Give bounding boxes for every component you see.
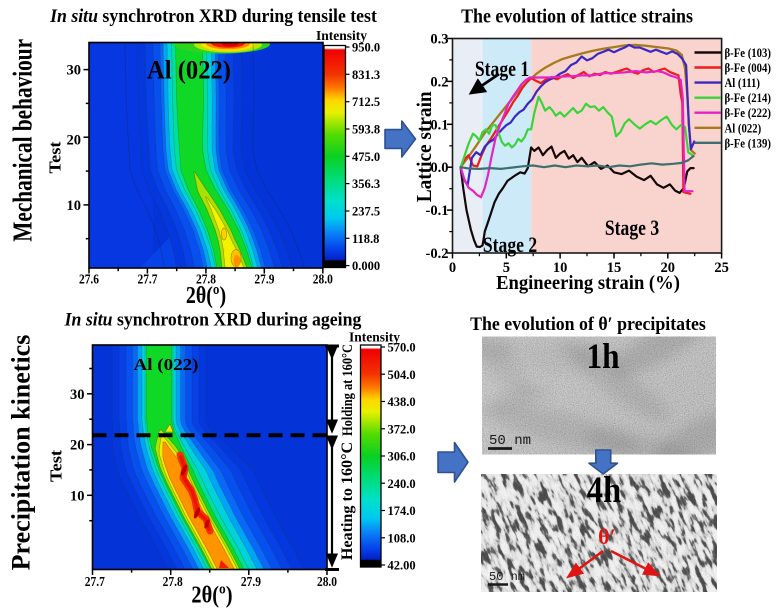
svg-text:θ′: θ′	[598, 524, 616, 549]
svg-text:0.2: 0.2	[430, 74, 448, 90]
svg-text:Lattice strain: Lattice strain	[413, 91, 436, 202]
svg-text:20: 20	[67, 132, 82, 148]
svg-text:27.8: 27.8	[196, 271, 216, 286]
svg-text:0.0: 0.0	[430, 160, 448, 176]
svg-text:Al (022): Al (022)	[725, 122, 762, 136]
svg-text:-0.1: -0.1	[426, 203, 449, 219]
svg-text:10: 10	[67, 198, 82, 214]
svg-text:The evolution of lattice strai: The evolution of lattice strains	[461, 6, 693, 28]
svg-text:950.0: 950.0	[352, 41, 380, 55]
svg-text:5: 5	[503, 260, 510, 276]
svg-text:27.9: 27.9	[254, 271, 274, 286]
svg-text:The evolution of θ′ precipitat: The evolution of θ′ precipitates	[470, 314, 706, 335]
svg-text:0.3: 0.3	[430, 32, 448, 48]
svg-text:28.0: 28.0	[317, 574, 337, 589]
svg-text:10: 10	[70, 488, 85, 504]
svg-text:Al (022): Al (022)	[147, 56, 231, 85]
svg-text:27.7: 27.7	[85, 574, 106, 589]
svg-text:356.3: 356.3	[352, 177, 380, 191]
svg-text:0.1: 0.1	[430, 117, 448, 133]
svg-text:Stage 2: Stage 2	[483, 233, 537, 257]
svg-text:Al (111): Al (111)	[725, 76, 761, 90]
svg-text:β-Fe (222): β-Fe (222)	[725, 106, 772, 120]
svg-text:Al (022): Al (022)	[134, 355, 199, 375]
svg-text:237.5: 237.5	[352, 204, 380, 218]
svg-text:42.00: 42.00	[388, 559, 416, 573]
svg-text:50 nm: 50 nm	[489, 570, 525, 584]
svg-text:Stage 3: Stage 3	[605, 216, 659, 240]
svg-text:-0.2: -0.2	[426, 246, 449, 262]
svg-text:Intensity: Intensity	[316, 28, 367, 43]
svg-text:0: 0	[449, 260, 456, 276]
svg-text:Holding at 160°C: Holding at 160°C	[339, 344, 355, 436]
svg-text:β-Fe (004): β-Fe (004)	[725, 61, 772, 75]
svg-text:20: 20	[70, 438, 85, 454]
svg-text:108.0: 108.0	[388, 531, 416, 545]
svg-text:In situ synchrotron XRD during: In situ synchrotron XRD during tensile t…	[49, 5, 378, 26]
svg-text:475.0: 475.0	[352, 150, 380, 164]
svg-text:831.3: 831.3	[352, 68, 380, 82]
svg-text:50 nm: 50 nm	[489, 433, 531, 449]
svg-text:28.0: 28.0	[313, 271, 333, 286]
svg-text:570.0: 570.0	[388, 341, 416, 355]
svg-text:372.0: 372.0	[388, 422, 416, 436]
svg-text:174.0: 174.0	[388, 504, 416, 518]
svg-text:30: 30	[67, 63, 82, 79]
svg-text:15: 15	[607, 260, 622, 276]
svg-text:27.7: 27.7	[137, 271, 158, 286]
svg-text:Heating to 160°C: Heating to 160°C	[339, 442, 356, 560]
svg-text:306.0: 306.0	[388, 450, 416, 464]
svg-text:10: 10	[553, 260, 568, 276]
svg-text:2θ(º): 2θ(º)	[186, 281, 226, 308]
svg-text:0.000: 0.000	[352, 259, 380, 273]
svg-text:593.8: 593.8	[352, 122, 380, 136]
svg-text:Intensity: Intensity	[349, 330, 400, 345]
svg-text:2θ(º): 2θ(º)	[191, 581, 232, 608]
svg-text:712.5: 712.5	[352, 95, 380, 109]
svg-text:Test: Test	[46, 450, 65, 482]
svg-text:Engineering strain (%): Engineering strain (%)	[496, 272, 680, 294]
svg-text:504.0: 504.0	[388, 368, 416, 382]
svg-text:In situ synchrotron XRD during: In situ synchrotron XRD during ageing	[64, 309, 362, 330]
svg-text:25: 25	[714, 260, 729, 276]
svg-text:1h: 1h	[586, 337, 619, 376]
svg-text:20: 20	[661, 260, 676, 276]
svg-text:27.9: 27.9	[241, 574, 261, 589]
svg-text:30: 30	[70, 387, 85, 403]
svg-text:4h: 4h	[587, 469, 621, 510]
svg-text:β-Fe (139): β-Fe (139)	[725, 137, 772, 151]
svg-text:β-Fe (103): β-Fe (103)	[725, 46, 772, 60]
svg-text:27.8: 27.8	[163, 574, 183, 589]
svg-text:27.6: 27.6	[79, 271, 100, 286]
svg-text:Test: Test	[45, 141, 64, 173]
svg-text:Mechanical behaviour: Mechanical behaviour	[8, 39, 38, 242]
svg-text:438.0: 438.0	[388, 395, 416, 409]
svg-text:Precipitation kinetics: Precipitation kinetics	[7, 335, 36, 571]
svg-text:Stage 1: Stage 1	[475, 57, 529, 81]
svg-text:240.0: 240.0	[388, 477, 416, 491]
svg-text:118.8: 118.8	[352, 232, 379, 246]
svg-text:β-Fe (214): β-Fe (214)	[725, 91, 772, 105]
